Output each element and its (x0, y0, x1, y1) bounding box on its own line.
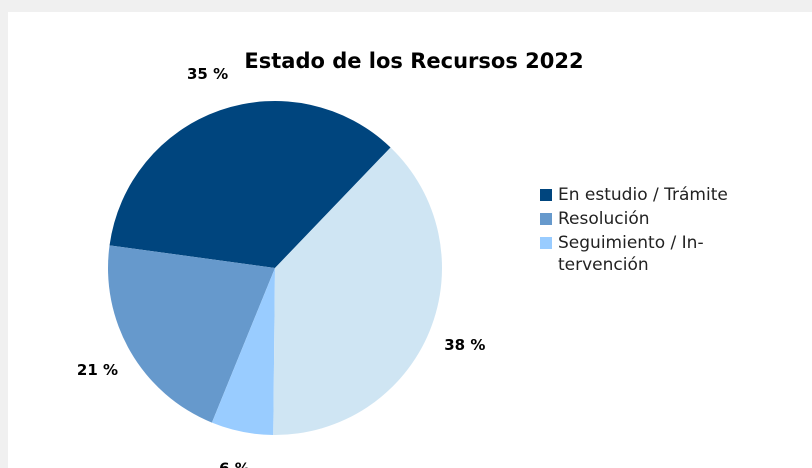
legend: En estudio / Trámite Resolución Seguimient… (540, 184, 790, 278)
legend-label: Resolución (558, 209, 650, 229)
data-label: 38 % (444, 336, 485, 354)
chart-title: Estado de los Recursos 2022 (244, 49, 583, 73)
pie-slice (109, 100, 391, 268)
data-label: 35 % (187, 65, 228, 83)
legend-item: En estudio / Trámite (540, 184, 790, 206)
legend-label: En estudio / Trámite (558, 185, 728, 205)
legend-swatch (540, 237, 552, 249)
data-label: 6 % (219, 459, 250, 468)
legend-swatch (540, 213, 552, 225)
data-label: 21 % (77, 361, 118, 379)
legend-item: Seguimiento / In-tervención (540, 232, 790, 276)
legend-item: Resolución (540, 208, 790, 230)
pie-slice (108, 245, 275, 423)
legend-label: Seguimiento / In-tervención (558, 233, 704, 275)
legend-swatch (540, 189, 552, 201)
pie-slice (211, 268, 275, 435)
pie-slice (273, 147, 442, 435)
